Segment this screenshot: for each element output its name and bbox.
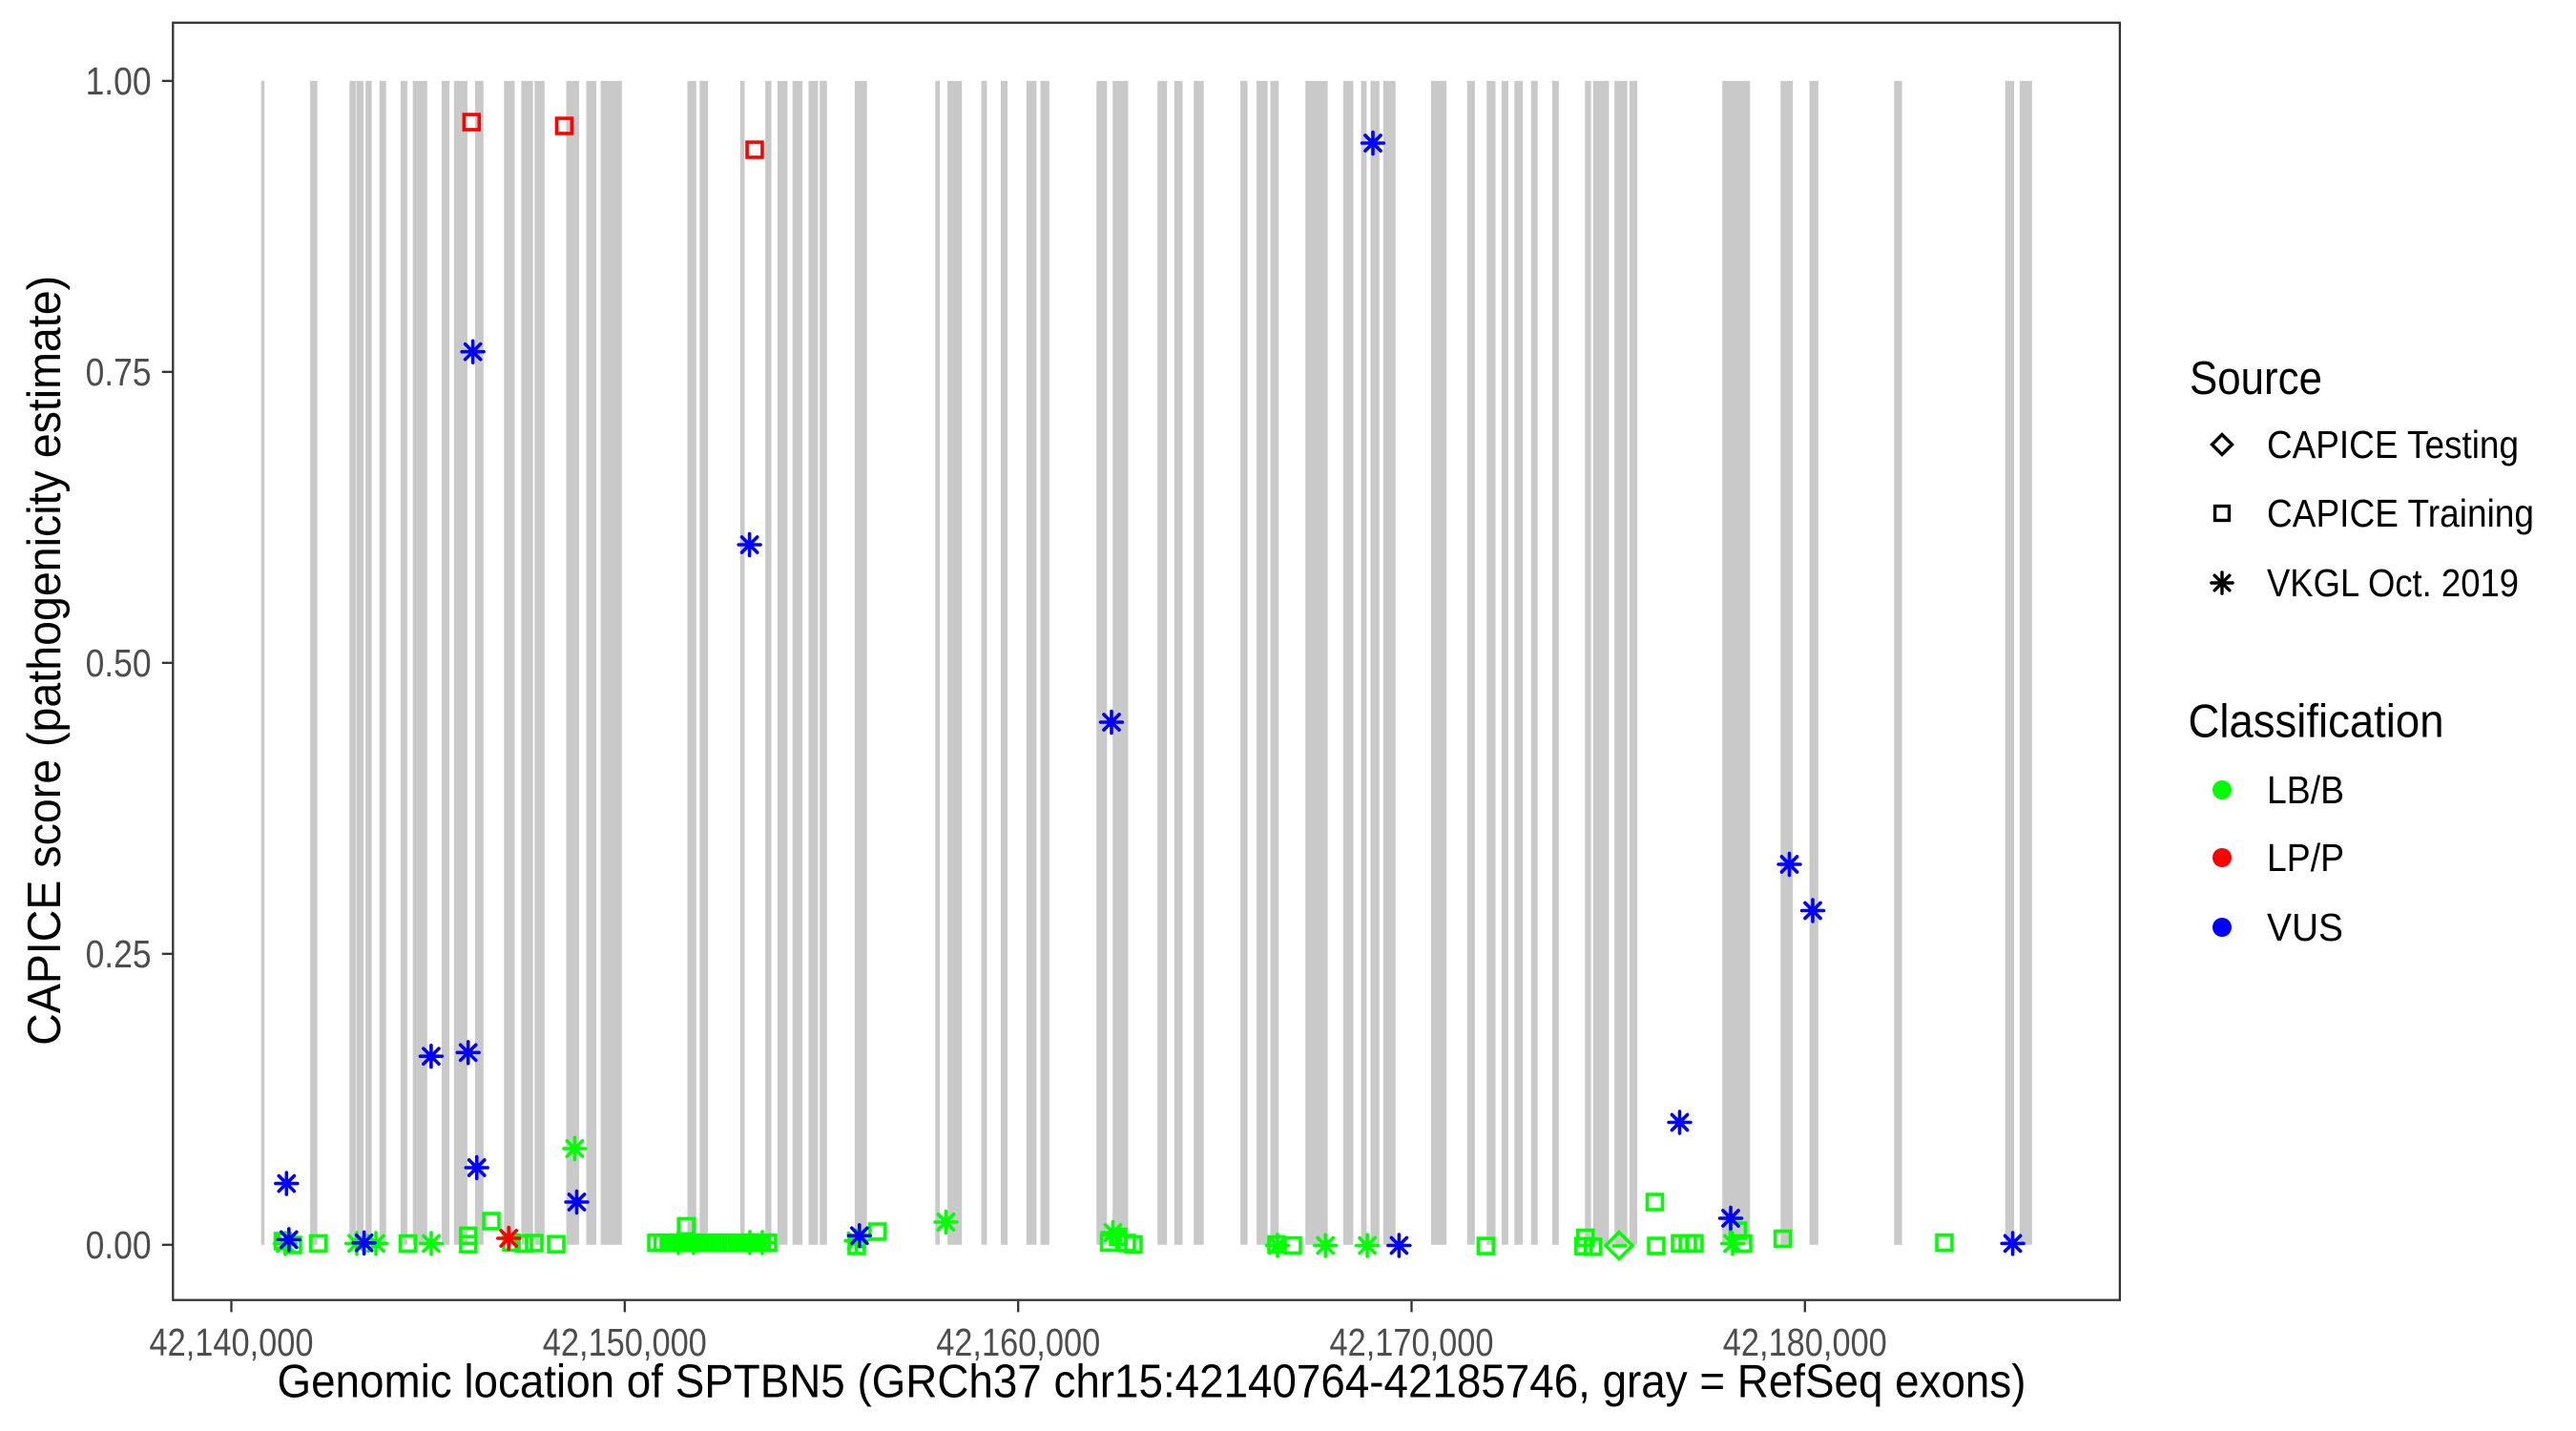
svg-text:0.25: 0.25 (86, 932, 152, 976)
svg-text:0.00: 0.00 (86, 1223, 152, 1267)
svg-text:42,150,000: 42,150,000 (543, 1320, 707, 1364)
svg-text:CAPICE score (pathogenicity es: CAPICE score (pathogenicity estimate) (19, 276, 71, 1046)
svg-text:42,180,000: 42,180,000 (1723, 1320, 1887, 1364)
svg-text:1.00: 1.00 (86, 59, 152, 103)
svg-text:LB/B: LB/B (2267, 768, 2344, 812)
svg-text:CAPICE Testing: CAPICE Testing (2267, 423, 2519, 467)
svg-text:CAPICE Training: CAPICE Training (2267, 491, 2534, 535)
svg-text:Source: Source (2190, 353, 2322, 404)
svg-text:Genomic location of SPTBN5 (GR: Genomic location of SPTBN5 (GRCh37 chr15… (278, 1357, 2026, 1408)
svg-text:0.50: 0.50 (86, 641, 152, 685)
svg-text:LP/P: LP/P (2267, 836, 2344, 880)
svg-text:Classification: Classification (2189, 696, 2444, 748)
svg-text:42,160,000: 42,160,000 (936, 1320, 1100, 1364)
svg-text:42,170,000: 42,170,000 (1330, 1320, 1494, 1364)
svg-text:VKGL Oct. 2019: VKGL Oct. 2019 (2267, 561, 2519, 605)
svg-text:0.75: 0.75 (86, 350, 152, 394)
svg-text:42,140,000: 42,140,000 (150, 1320, 314, 1364)
svg-text:VUS: VUS (2267, 905, 2343, 949)
